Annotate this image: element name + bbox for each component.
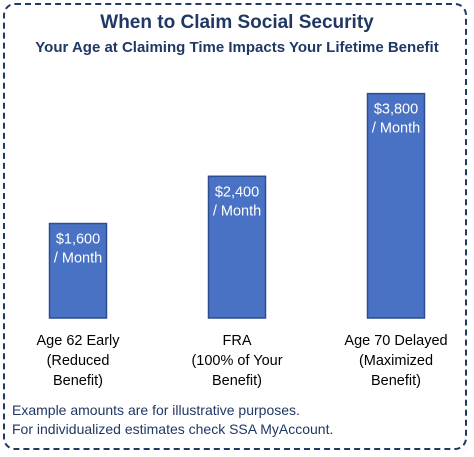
- bar-3-data-label-line-1: $3,800: [374, 102, 418, 118]
- chart-subtitle: Your Age at Claiming Time Impacts Your L…: [35, 39, 439, 56]
- footnote-line-2: For individualized estimates check SSA M…: [12, 421, 334, 437]
- category-2-label-line-1: FRA: [223, 333, 252, 349]
- bar-1: [48, 222, 108, 319]
- bar-chart: $1,600 / Month Age 62 Early (Reduced Benefit…: [36, 92, 448, 389]
- dashed-frame: [3, 3, 467, 450]
- category-3-label-line-3: Benefit): [371, 373, 421, 389]
- category-2-label-line-3: Benefit): [212, 373, 262, 389]
- footnote-line-1: Example amounts are for illustrative pur…: [12, 402, 300, 418]
- category-1-label-line-3: Benefit): [53, 373, 103, 389]
- bar-2-data-label-line-1: $2,400: [215, 184, 259, 200]
- bar-3-data-label-line-2: / Month: [372, 121, 420, 137]
- chart-title: When to Claim Social Security: [100, 12, 374, 33]
- category-2-label-line-2: (100% of Your: [191, 353, 282, 369]
- category-3-label-line-2: (Maximized: [359, 353, 433, 369]
- category-3-label-line-1: Age 70 Delayed: [344, 333, 447, 349]
- bar-2: [207, 175, 267, 319]
- bar-1-data-label-line-1: $1,600: [56, 232, 100, 248]
- category-1-label-line-2: (Reduced: [47, 353, 110, 369]
- bar-2-data-label-line-2: / Month: [213, 203, 261, 219]
- category-1-label-line-1: Age 62 Early: [36, 333, 120, 349]
- bar-1-data-label-line-2: / Month: [54, 251, 102, 267]
- bar-3: [366, 92, 426, 319]
